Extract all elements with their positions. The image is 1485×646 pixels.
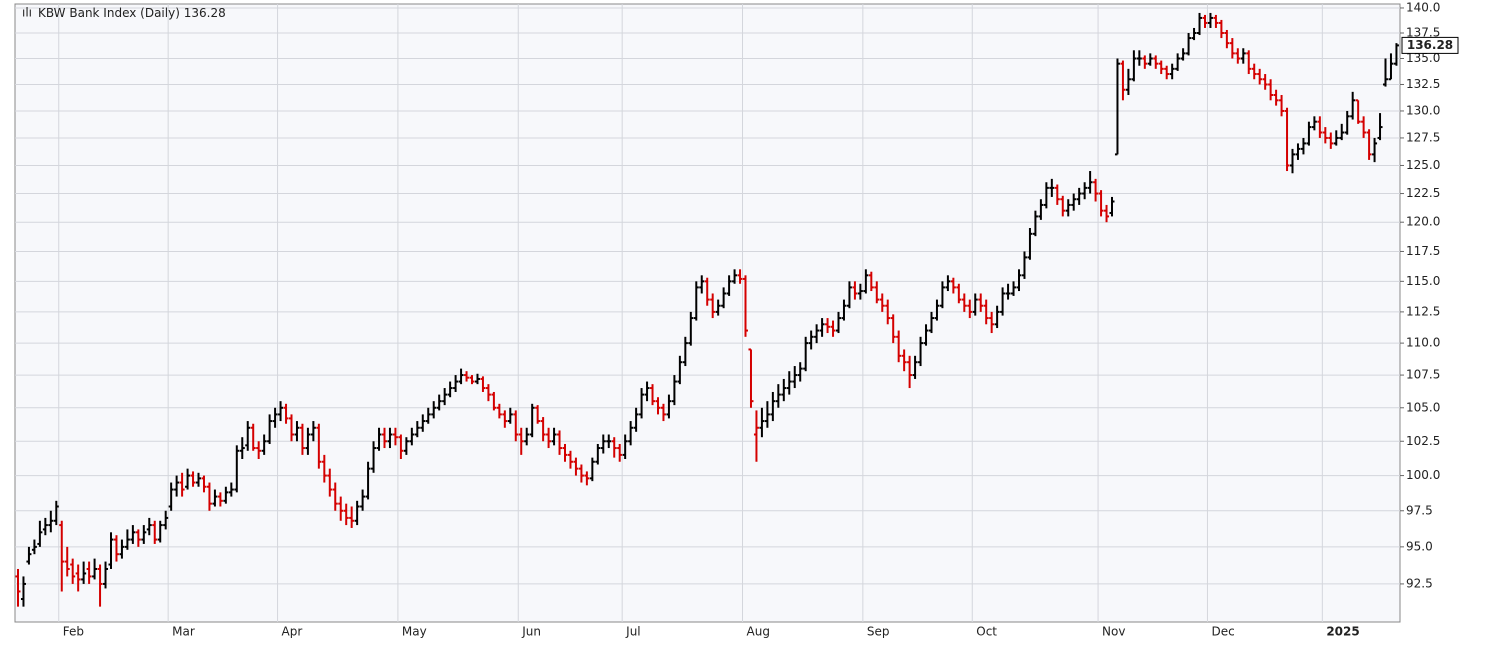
- y-tick-label: 130.0: [1406, 103, 1440, 117]
- y-tick-label: 120.0: [1406, 215, 1440, 229]
- y-tick-label: 135.0: [1406, 51, 1440, 65]
- y-tick-label: 105.0: [1406, 400, 1440, 414]
- y-tick-label: 125.0: [1406, 158, 1440, 172]
- x-tick-label: May: [402, 625, 427, 639]
- y-tick-label: 110.0: [1406, 336, 1440, 350]
- x-tick-label: Jun: [521, 625, 541, 639]
- y-tick-label: 97.5: [1406, 503, 1433, 517]
- y-tick-label: 122.5: [1406, 186, 1440, 200]
- grid: [15, 4, 1400, 622]
- y-tick-label: 100.0: [1406, 468, 1440, 482]
- plot-area: [14, 3, 1401, 623]
- y-tick-label: 102.5: [1406, 434, 1440, 448]
- x-tick-label: Aug: [747, 625, 770, 639]
- y-tick-label: 112.5: [1406, 304, 1440, 318]
- y-tick-label: 127.5: [1406, 130, 1440, 144]
- title-text: KBW Bank Index (Daily): [38, 6, 180, 20]
- y-tick-label: 107.5: [1406, 368, 1440, 382]
- x-tick-label: Oct: [976, 625, 997, 639]
- last-value: 136.28: [184, 6, 226, 20]
- bars: [15, 12, 1399, 607]
- x-tick-label: Jul: [625, 625, 640, 639]
- chart-title: KBW Bank Index (Daily) 136.28: [38, 6, 226, 20]
- x-tick-label: Nov: [1102, 625, 1125, 639]
- last-value-label: 136.28: [1407, 38, 1453, 52]
- x-tick-label: Mar: [172, 625, 195, 639]
- x-tick-label: Dec: [1211, 625, 1234, 639]
- x-tick-label: 2025: [1326, 625, 1359, 639]
- y-tick-label: 117.5: [1406, 244, 1440, 258]
- x-tick-label: Sep: [867, 625, 890, 639]
- legend-icon: ılı: [22, 6, 32, 20]
- x-tick-label: Apr: [282, 625, 303, 639]
- y-tick-label: 132.5: [1406, 77, 1440, 91]
- y-tick-label: 92.5: [1406, 576, 1433, 590]
- x-tick-label: Feb: [63, 625, 84, 639]
- axes: 92.5 95.0 97.5 100.0 102.5 105.0 107.5 110.0 112…: [63, 0, 1459, 639]
- y-tick-label: 115.0: [1406, 274, 1440, 288]
- y-tick-label: 137.5: [1406, 26, 1440, 40]
- last-value-box: [1401, 36, 1459, 54]
- y-tick-label: 95.0: [1406, 539, 1433, 553]
- y-tick-label: 140.0: [1406, 0, 1440, 14]
